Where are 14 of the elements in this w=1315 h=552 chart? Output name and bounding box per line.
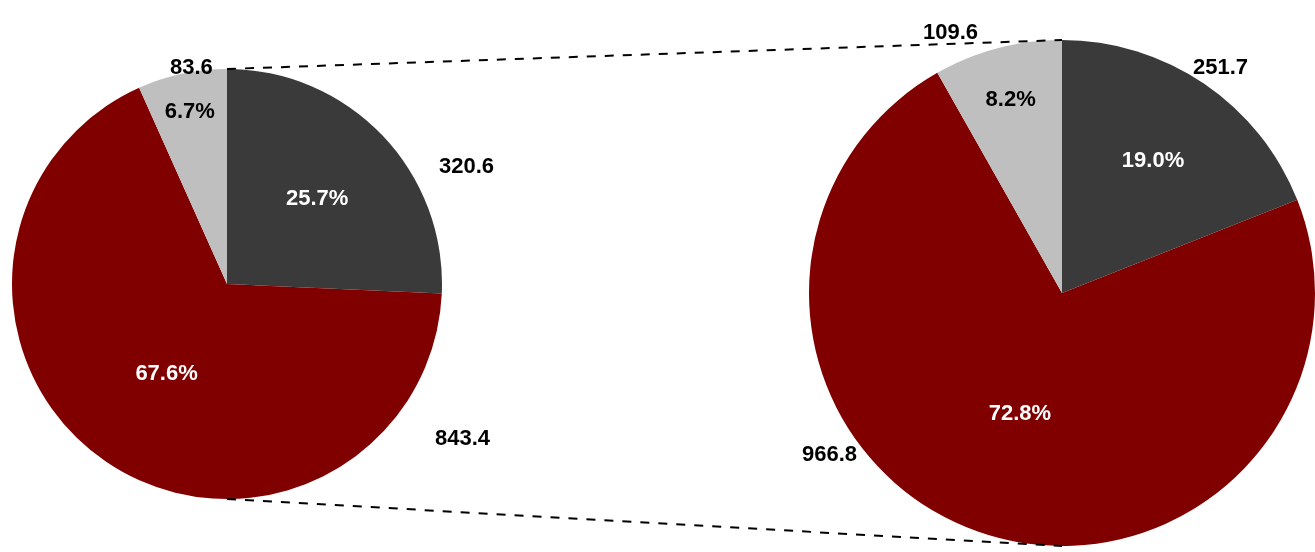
- data-label: 8.2%: [985, 85, 1036, 111]
- data-label: 19.0%: [1121, 146, 1185, 172]
- pie-slice: [1062, 40, 1298, 293]
- text: 251.7: [1193, 54, 1249, 79]
- text: 966.8: [802, 441, 858, 466]
- text: 83.6: [170, 54, 213, 79]
- data-label: 72.8%: [988, 399, 1052, 425]
- pie-slice: [937, 40, 1062, 293]
- data-label: 6.7%: [164, 97, 215, 123]
- text: 109.6: [923, 19, 979, 44]
- data-label: 67.6%: [135, 360, 198, 386]
- data-label: 25.7%: [285, 185, 349, 211]
- text: 843.4: [435, 425, 491, 450]
- text: 320.6: [439, 153, 495, 178]
